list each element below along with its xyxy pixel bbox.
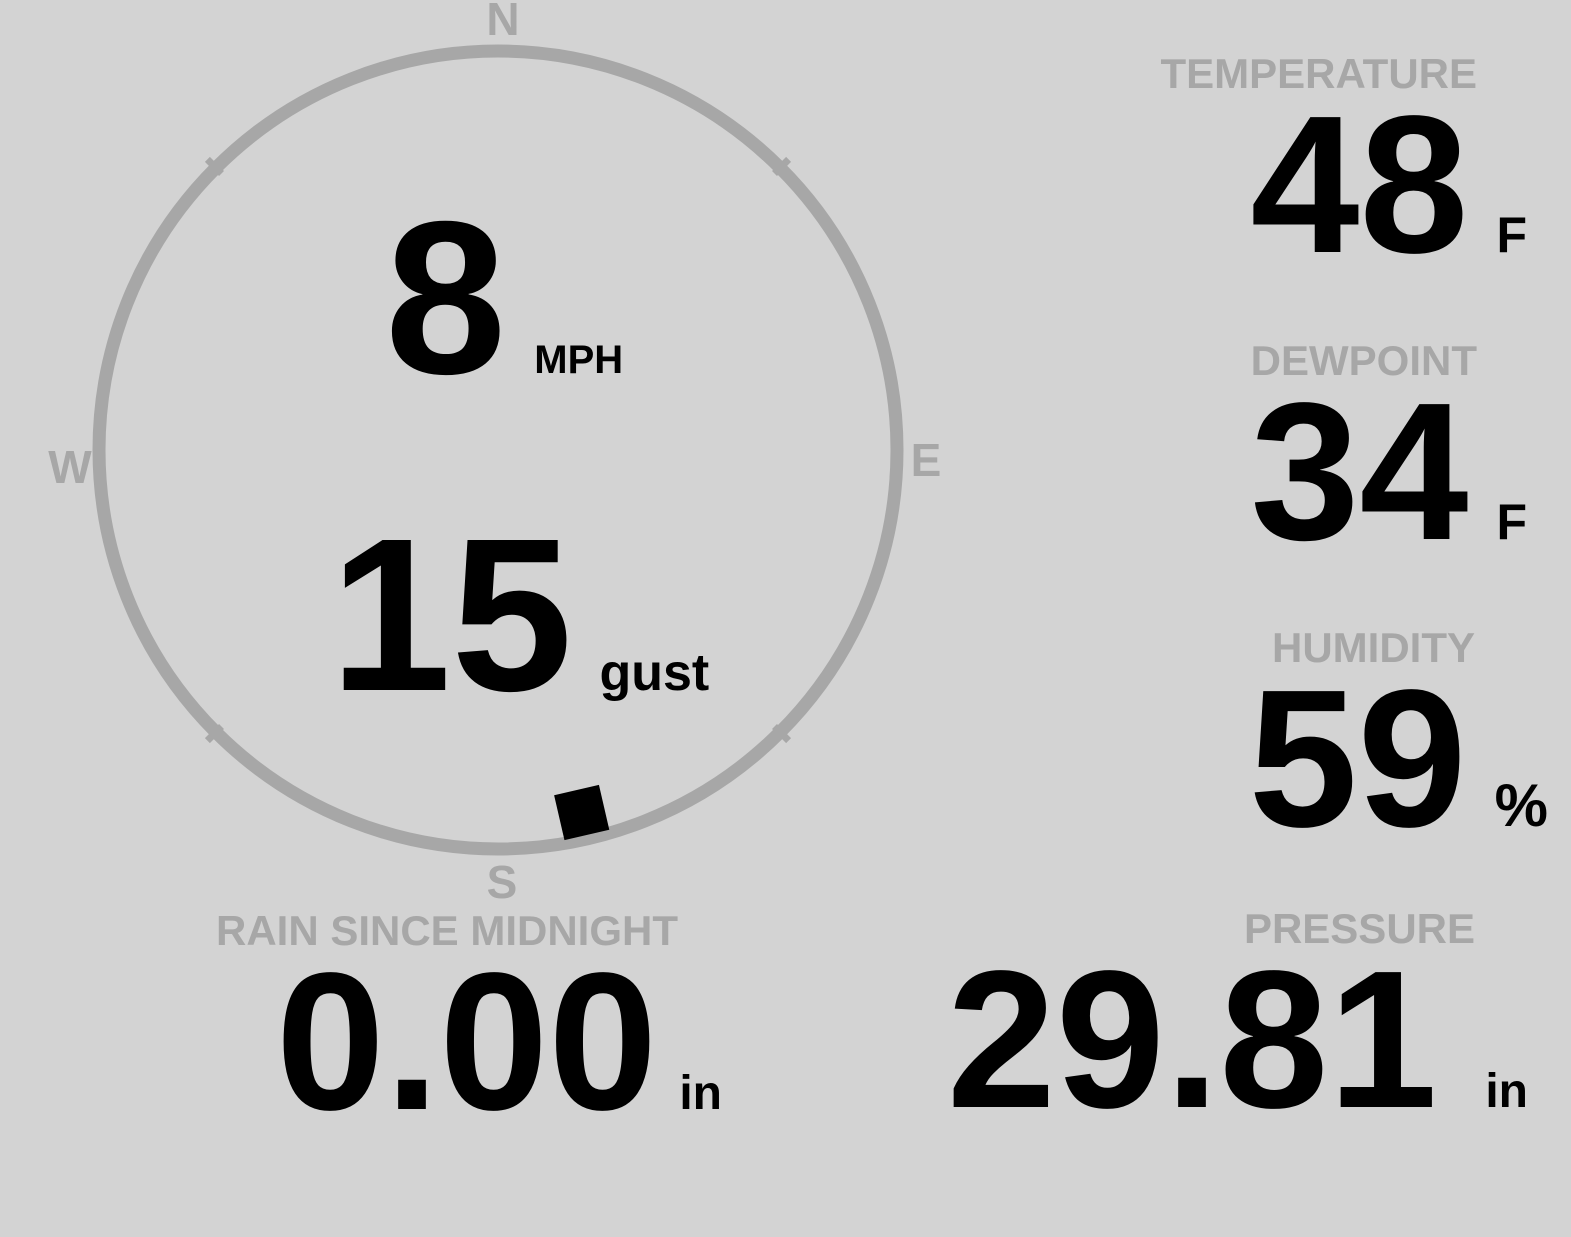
dewpoint-panel: DEWPOINT 34 F bbox=[1250, 340, 1527, 570]
humidity-reading: 59 % bbox=[1249, 661, 1548, 857]
humidity-panel: HUMIDITY 59 % bbox=[1249, 627, 1548, 857]
dewpoint-reading: 34 F bbox=[1250, 374, 1527, 570]
humidity-value: 59 bbox=[1248, 649, 1467, 868]
compass-tick-sw bbox=[204, 724, 224, 744]
dewpoint-unit: F bbox=[1496, 494, 1527, 550]
rain-label: RAIN SINCE MIDNIGHT bbox=[216, 907, 678, 954]
rain-reading: 0.00 in bbox=[276, 944, 722, 1140]
temperature-panel: TEMPERATURE 48 F bbox=[1160, 53, 1527, 283]
humidity-unit: % bbox=[1494, 772, 1548, 839]
compass-label-south: S bbox=[486, 856, 518, 908]
compass-ring bbox=[92, 44, 904, 856]
temperature-value: 48 bbox=[1250, 75, 1469, 294]
wind-gust-unit: gust bbox=[599, 644, 710, 702]
rain-unit: in bbox=[679, 1067, 722, 1120]
humidity-label: HUMIDITY bbox=[1272, 624, 1475, 671]
wind-speed-value: 8 bbox=[385, 177, 507, 420]
wind-speed-unit: MPH bbox=[534, 338, 624, 382]
pressure-unit: in bbox=[1485, 1065, 1528, 1118]
compass-label-west: W bbox=[48, 441, 92, 493]
wind-gust: 15 gust bbox=[330, 507, 709, 725]
rain-panel: RAIN SINCE MIDNIGHT 0.00 in bbox=[216, 910, 722, 1140]
temperature-unit: F bbox=[1496, 207, 1527, 263]
pressure-panel: PRESSURE 29.81 in bbox=[947, 908, 1528, 1138]
pressure-label: PRESSURE bbox=[1243, 905, 1475, 952]
temperature-reading: 48 F bbox=[1250, 87, 1527, 283]
rain-value: 0.00 bbox=[275, 932, 658, 1151]
compass-label-north: N bbox=[486, 0, 520, 45]
wind-speed: 8 MPH bbox=[385, 190, 623, 408]
compass-tick-ne bbox=[772, 156, 792, 176]
compass-tick-nw bbox=[204, 156, 224, 176]
pressure-reading: 29.81 in bbox=[947, 942, 1528, 1138]
pressure-value: 29.81 bbox=[946, 930, 1438, 1149]
compass-tick-se bbox=[772, 724, 792, 744]
wind-gust-value: 15 bbox=[330, 494, 573, 737]
dewpoint-value: 34 bbox=[1250, 362, 1469, 581]
wind-direction-marker bbox=[554, 784, 610, 841]
dewpoint-label: DEWPOINT bbox=[1250, 337, 1477, 384]
temperature-label: TEMPERATURE bbox=[1160, 50, 1477, 97]
compass-label-east: E bbox=[910, 434, 942, 486]
